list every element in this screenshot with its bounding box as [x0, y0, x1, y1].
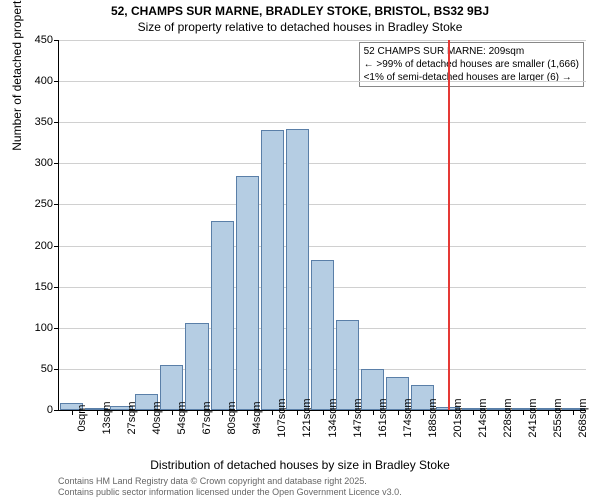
x-tick-mark — [297, 410, 298, 415]
y-tick-label: 450 — [35, 34, 53, 46]
chart-footer: Contains HM Land Registry data © Crown c… — [58, 476, 402, 498]
annotation-line-2: ← >99% of detached houses are smaller (1… — [364, 58, 579, 71]
x-tick-label: 228sqm — [502, 398, 514, 437]
annotation-line-1: 52 CHAMPS SUR MARNE: 209sqm — [364, 45, 579, 58]
x-tick-label: 188sqm — [427, 398, 439, 437]
y-tick-label: 50 — [41, 363, 53, 375]
gridline — [59, 204, 586, 205]
bar — [336, 320, 359, 410]
y-tick-mark — [54, 287, 59, 288]
chart-title-sub: Size of property relative to detached ho… — [0, 20, 600, 34]
y-tick-label: 150 — [35, 281, 53, 293]
gridline — [59, 81, 586, 82]
y-tick-label: 200 — [35, 240, 53, 252]
y-tick-mark — [54, 410, 59, 411]
chart-container: 52, CHAMPS SUR MARNE, BRADLEY STOKE, BRI… — [0, 0, 600, 500]
x-tick-mark — [423, 410, 424, 415]
x-tick-mark — [172, 410, 173, 415]
x-tick-mark — [323, 410, 324, 415]
reference-line — [448, 40, 450, 410]
x-tick-label: 241sqm — [527, 398, 539, 437]
bar — [311, 260, 334, 410]
y-tick-label: 300 — [35, 157, 53, 169]
y-tick-mark — [54, 204, 59, 205]
gridline — [59, 40, 586, 41]
footer-line-1: Contains HM Land Registry data © Crown c… — [58, 476, 402, 487]
bar — [261, 130, 284, 410]
gridline — [59, 122, 586, 123]
x-tick-mark — [398, 410, 399, 415]
x-tick-mark — [548, 410, 549, 415]
x-tick-mark — [97, 410, 98, 415]
y-tick-mark — [54, 246, 59, 247]
x-tick-label: 268sqm — [577, 398, 589, 437]
x-axis-label: Distribution of detached houses by size … — [0, 458, 600, 472]
y-tick-label: 0 — [47, 404, 53, 416]
x-tick-mark — [147, 410, 148, 415]
y-tick-mark — [54, 81, 59, 82]
x-tick-label: 201sqm — [452, 398, 464, 437]
y-tick-label: 250 — [35, 198, 53, 210]
bar — [286, 129, 309, 410]
x-tick-mark — [272, 410, 273, 415]
x-tick-mark — [498, 410, 499, 415]
y-tick-mark — [54, 369, 59, 370]
x-tick-mark — [197, 410, 198, 415]
y-axis-label: Number of detached properties — [10, 0, 24, 151]
x-tick-mark — [72, 410, 73, 415]
y-tick-label: 400 — [35, 75, 53, 87]
x-tick-mark — [348, 410, 349, 415]
y-tick-label: 350 — [35, 116, 53, 128]
bar — [185, 323, 208, 410]
x-tick-label: 255sqm — [552, 398, 564, 437]
bar — [211, 221, 234, 410]
plot-area: 52 CHAMPS SUR MARNE: 209sqm ← >99% of de… — [58, 40, 586, 411]
chart-title-main: 52, CHAMPS SUR MARNE, BRADLEY STOKE, BRI… — [0, 4, 600, 18]
gridline — [59, 163, 586, 164]
footer-line-2: Contains public sector information licen… — [58, 487, 402, 498]
gridline — [59, 246, 586, 247]
bar — [236, 176, 259, 410]
y-tick-mark — [54, 163, 59, 164]
y-tick-label: 100 — [35, 322, 53, 334]
y-tick-mark — [54, 40, 59, 41]
x-tick-mark — [122, 410, 123, 415]
y-tick-mark — [54, 328, 59, 329]
x-tick-mark — [448, 410, 449, 415]
x-tick-mark — [222, 410, 223, 415]
x-tick-mark — [523, 410, 524, 415]
y-tick-mark — [54, 122, 59, 123]
x-tick-label: 214sqm — [477, 398, 489, 437]
x-tick-mark — [373, 410, 374, 415]
x-tick-mark — [247, 410, 248, 415]
x-tick-mark — [473, 410, 474, 415]
x-tick-mark — [573, 410, 574, 415]
